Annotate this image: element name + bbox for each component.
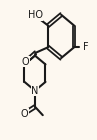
Text: O: O [21,57,29,67]
Text: O: O [21,109,29,119]
Text: HO: HO [28,10,43,20]
Text: N: N [31,86,39,96]
Text: F: F [83,42,89,52]
